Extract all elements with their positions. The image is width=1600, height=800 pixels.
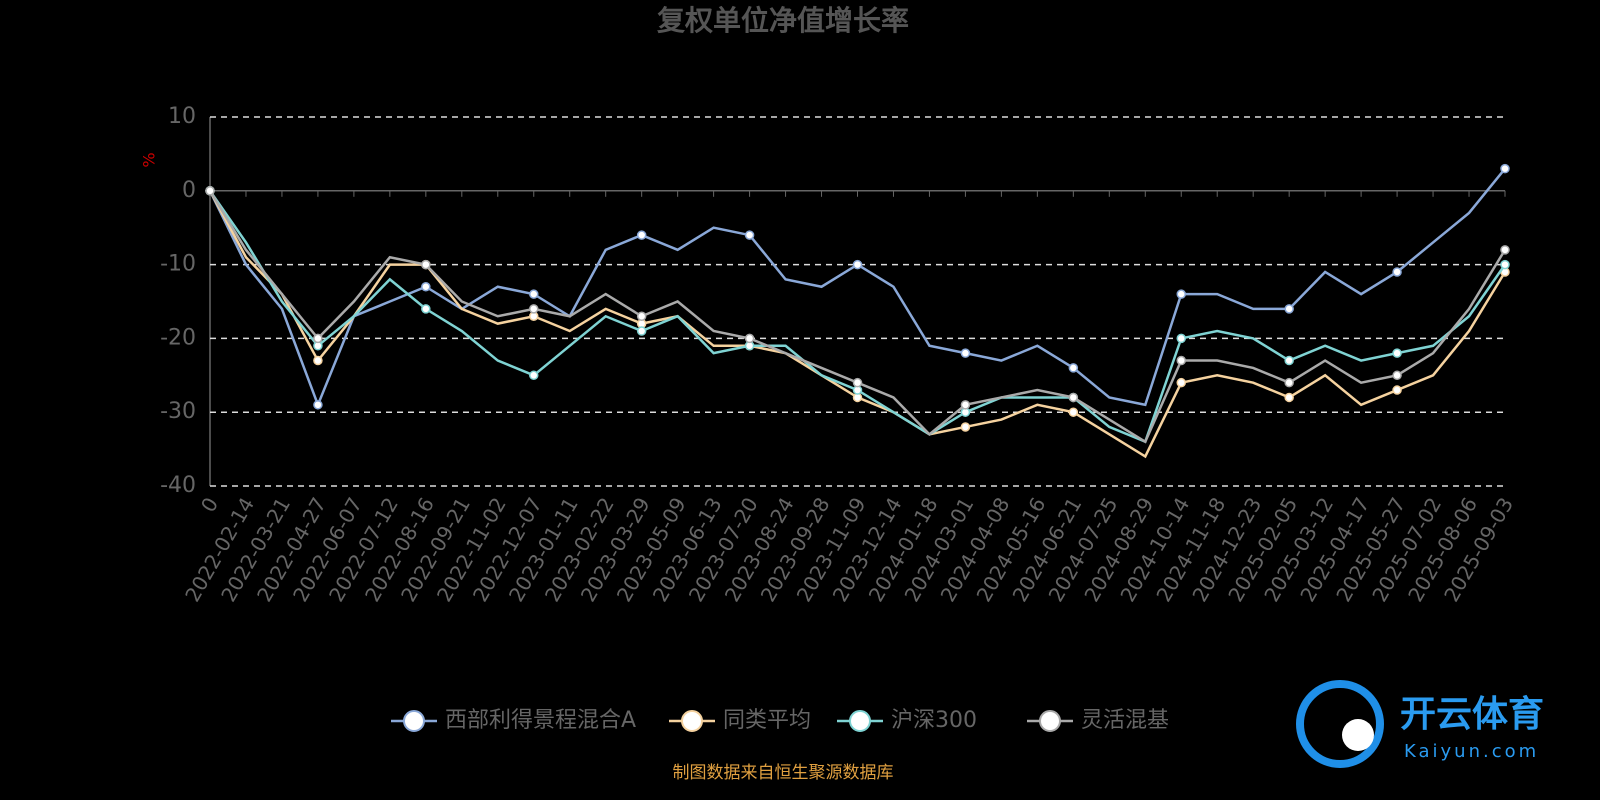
y-tick-label: -10 <box>160 252 196 277</box>
point <box>960 422 971 432</box>
y-tick-label: 10 <box>168 104 196 129</box>
y-tick-label: -20 <box>160 325 196 350</box>
legend-item: 沪深300 <box>837 708 977 733</box>
series-line <box>208 190 1507 444</box>
point <box>529 370 539 381</box>
point <box>636 326 647 336</box>
legend-label: 同类平均 <box>723 708 811 733</box>
point <box>1284 377 1294 388</box>
point <box>1500 163 1510 174</box>
legend-label: 灵活混基 <box>1081 708 1169 733</box>
point <box>636 311 647 322</box>
legend-marker <box>403 710 425 732</box>
legend-item: 西部利得景程混合A <box>391 708 636 733</box>
point <box>1284 304 1294 314</box>
y-axis-label: % <box>140 152 159 167</box>
point <box>1392 267 1402 277</box>
logo-ring <box>1296 680 1384 768</box>
legend-marker <box>1039 710 1061 732</box>
x-tick-label: 0 <box>196 493 223 516</box>
point <box>421 281 431 292</box>
point <box>1392 370 1402 381</box>
point <box>1392 385 1402 395</box>
point <box>1176 377 1186 388</box>
series-line <box>208 190 1507 444</box>
point <box>744 333 755 344</box>
point <box>1500 245 1510 255</box>
point <box>313 355 323 366</box>
legend-marker <box>681 710 703 732</box>
watermark: 开云体育 Kaiyun.com <box>1296 680 1544 768</box>
legend-item: 同类平均 <box>669 708 811 733</box>
point <box>852 377 863 388</box>
point <box>421 259 431 270</box>
point <box>205 186 215 196</box>
legend-label: 沪深300 <box>891 708 977 733</box>
point <box>1176 355 1186 366</box>
source-note: 制图数据来自恒生聚源数据库 <box>673 763 894 783</box>
site: Kaiyun.com <box>1404 741 1539 762</box>
point <box>744 230 755 240</box>
point <box>1284 355 1294 366</box>
y-tick-label: -40 <box>160 473 196 498</box>
point <box>529 289 539 299</box>
point <box>636 230 647 240</box>
legend-label: 西部利得景程混合A <box>445 708 636 733</box>
point <box>1176 333 1186 344</box>
point <box>1284 392 1294 403</box>
point <box>1500 259 1510 270</box>
point <box>1176 289 1186 299</box>
logo-ball <box>1342 719 1374 751</box>
series-line <box>208 190 1507 459</box>
point <box>960 400 971 410</box>
legend-item: 灵活混基 <box>1027 708 1169 733</box>
point <box>529 304 539 314</box>
y-tick-label: -30 <box>160 399 196 424</box>
point <box>313 333 323 344</box>
chart-title: 复权单位净值增长率 <box>657 4 909 37</box>
point <box>1068 392 1079 403</box>
point <box>421 304 431 314</box>
point <box>1068 363 1079 373</box>
point <box>960 348 971 358</box>
point <box>1068 407 1079 417</box>
point <box>313 400 323 410</box>
point <box>852 259 863 270</box>
legend-marker <box>849 710 871 732</box>
brand: 开云体育 <box>1400 694 1544 735</box>
point <box>1392 348 1402 358</box>
y-tick-label: 0 <box>182 178 196 203</box>
